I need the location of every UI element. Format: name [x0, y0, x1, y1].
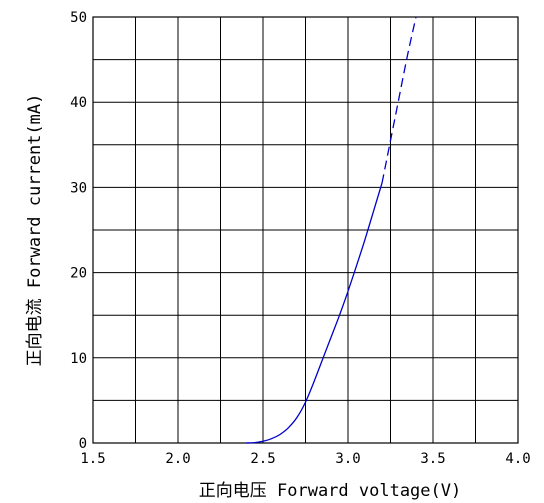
y-tick-label: 20	[70, 266, 87, 282]
y-tick-label: 40	[70, 95, 87, 111]
x-tick-label: 2.0	[165, 451, 190, 467]
x-tick-label: 3.5	[420, 451, 445, 467]
x-tick-label: 4.0	[505, 451, 530, 467]
y-tick-labels: 0 10 20 30 40 50	[70, 10, 87, 452]
curve-measured	[245, 182, 383, 444]
curves	[245, 16, 417, 444]
x-tick-label: 3.0	[335, 451, 360, 467]
y-axis-label: 正向电流 Forward current(mA)	[25, 94, 45, 367]
x-tick-label: 2.5	[250, 451, 275, 467]
grid-lines	[93, 17, 518, 443]
y-tick-label: 10	[70, 351, 87, 367]
y-tick-label: 50	[70, 10, 87, 26]
curve-extrapolated-dashed	[381, 16, 417, 184]
plot-frame	[92, 16, 519, 444]
x-tick-labels: 1.5 2.0 2.5 3.0 3.5 4.0	[80, 451, 530, 467]
y-tick-label: 30	[70, 180, 87, 196]
x-tick-label: 1.5	[80, 451, 105, 467]
x-axis-label: 正向电压 Forward voltage(V)	[199, 481, 461, 501]
y-tick-label: 0	[79, 436, 87, 452]
